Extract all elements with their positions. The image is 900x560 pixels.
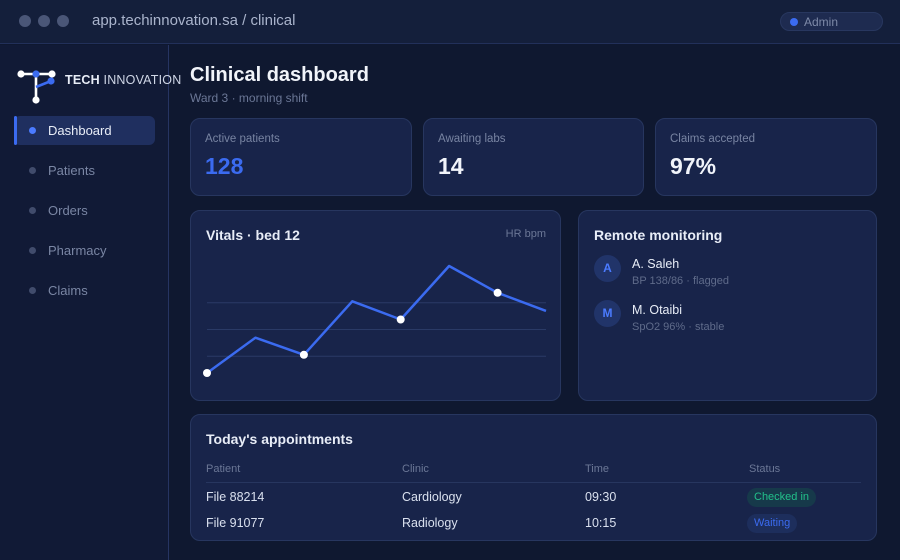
sidebar-item-label: Orders (48, 203, 88, 218)
orders-nav-icon (29, 207, 36, 214)
avatar: A (594, 255, 621, 282)
cell-patient: File 91077 (206, 516, 265, 530)
remote-monitoring-card: Remote monitoring A A. Saleh BP 138/86 ·… (578, 210, 877, 401)
status-badge: Checked in (747, 488, 817, 507)
cell-time: 09:30 (585, 490, 617, 504)
cell-patient: File 88214 (206, 490, 265, 504)
vitals-data-point[interactable] (203, 369, 211, 377)
appointments-card: Today's appointments Patient Clinic Time… (190, 414, 877, 541)
chart-title: Vitals · bed 12 (206, 227, 300, 243)
vitals-data-point[interactable] (299, 350, 308, 359)
status-badge: Waiting (747, 514, 798, 533)
vitals-line-chart (203, 264, 547, 377)
window-close-control[interactable] (19, 15, 31, 27)
claims-nav-icon (29, 287, 36, 294)
cell-time: 10:15 (585, 516, 617, 530)
stat-card-claims-accepted[interactable]: Claims accepted 97% (655, 118, 877, 196)
sidebar-item-label: Claims (48, 283, 88, 298)
column-header-patient[interactable]: Patient (206, 463, 241, 475)
sidebar-item-claims[interactable]: Claims (14, 276, 155, 305)
pharmacy-nav-icon (29, 247, 36, 254)
user-role-label: Admin (804, 15, 839, 29)
remote-patient-status: SpO2 96% · stable (632, 321, 725, 333)
browser-titlebar: app.techinnovation.sa / clinical Admin (0, 0, 900, 44)
sidebar-item-label: Dashboard (48, 123, 112, 138)
brand-name-light: INNOVATION (103, 73, 182, 87)
brand-name-bold: TECH (65, 73, 100, 87)
sidebar: TECH INNOVATION Dashboard Patients Order… (0, 45, 181, 560)
patients-nav-icon (29, 167, 36, 174)
vitals-data-point[interactable] (396, 315, 405, 324)
column-header-time[interactable]: Time (585, 463, 610, 475)
window-minimize-control[interactable] (38, 15, 50, 27)
table-header-divider (206, 482, 861, 483)
remote-patient-status: BP 138/86 · flagged (632, 275, 730, 287)
stat-card-awaiting-labs[interactable]: Awaiting labs 14 (423, 118, 644, 196)
dashboard-nav-icon (29, 127, 36, 134)
brand-name: TECH INNOVATION (65, 73, 181, 87)
vitals-data-point[interactable] (493, 288, 502, 297)
column-header-status[interactable]: Status (749, 463, 781, 475)
appointments-title: Today's appointments (206, 431, 353, 447)
brand-logo-icon (17, 70, 56, 104)
remote-patient-name: A. Saleh (632, 257, 680, 271)
vitals-chart-card: Vitals · bed 12 HR bpm (190, 210, 561, 401)
page-title: Clinical dashboard (190, 64, 369, 86)
remote-patient-name: M. Otaibi (632, 303, 683, 317)
stat-value: 97% (670, 153, 717, 179)
avatar: M (594, 300, 621, 327)
remote-monitoring-title: Remote monitoring (594, 227, 723, 243)
stat-value: 14 (438, 153, 464, 179)
window-zoom-control[interactable] (57, 15, 69, 27)
stat-label: Active patients (205, 133, 280, 145)
vitals-series-line (206, 264, 547, 375)
chart-unit-label: HR bpm (505, 228, 546, 240)
sidebar-item-orders[interactable]: Orders (14, 196, 155, 225)
cell-clinic: Radiology (402, 516, 458, 530)
stat-label: Awaiting labs (438, 133, 506, 145)
stat-value: 128 (205, 153, 244, 179)
stat-label: Claims accepted (670, 133, 756, 145)
cell-clinic: Cardiology (402, 490, 462, 504)
user-status-indicator (790, 18, 798, 26)
sidebar-item-patients[interactable]: Patients (14, 156, 155, 185)
address-bar[interactable]: app.techinnovation.sa / clinical (92, 12, 296, 29)
stat-card-active-patients[interactable]: Active patients 128 (190, 118, 412, 196)
sidebar-item-pharmacy[interactable]: Pharmacy (14, 236, 155, 265)
page-subtitle: Ward 3 · morning shift (190, 91, 308, 105)
sidebar-item-dashboard[interactable]: Dashboard (14, 116, 155, 145)
user-menu-button[interactable]: Admin (780, 12, 883, 31)
sidebar-item-label: Patients (48, 163, 95, 178)
column-header-clinic[interactable]: Clinic (402, 463, 429, 475)
sidebar-item-label: Pharmacy (48, 243, 107, 258)
